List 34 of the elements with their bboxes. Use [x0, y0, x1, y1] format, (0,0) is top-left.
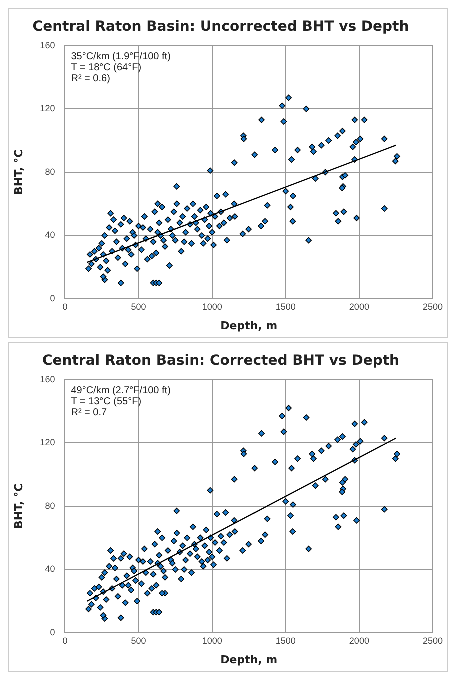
y-tick-label: 80	[45, 500, 56, 511]
y-tick-label: 160	[40, 40, 56, 50]
x-axis-title: Depth, m	[220, 653, 278, 666]
x-tick-label: 1500	[276, 302, 296, 312]
y-tick-label: 0	[50, 627, 56, 638]
x-tick-label: 500	[131, 302, 146, 312]
chart-title: Central Raton Basin: Uncorrected BHT vs Depth	[32, 19, 410, 36]
y-tick-label: 120	[40, 104, 56, 114]
x-tick-label: 1000	[202, 302, 222, 312]
y-tick-label: 80	[45, 166, 56, 177]
x-tick-label: 500	[131, 636, 146, 646]
annotation: T = 18°C (64°F)	[71, 62, 142, 74]
annotation: R² = 0.7	[71, 408, 108, 419]
x-tick-label: 2500	[422, 302, 444, 312]
annotation: 49°C/km (2.7°F/100 ft)	[71, 386, 171, 397]
x-tick-label: 0	[62, 636, 68, 646]
x-tick-label: 1000	[202, 636, 222, 646]
x-tick-label: 2500	[422, 636, 444, 646]
y-tick-label: 40	[45, 564, 56, 574]
annotation: 35°C/km (1.9°F/100 ft)	[71, 52, 171, 63]
x-tick-label: 2000	[349, 636, 370, 646]
y-tick-label: 0	[50, 293, 56, 304]
x-tick-label: 2000	[349, 302, 370, 312]
y-tick-label: 120	[40, 438, 56, 448]
x-tick-label: 0	[62, 302, 68, 312]
y-axis-title: BHT, °C	[12, 484, 26, 529]
y-tick-label: 160	[40, 374, 56, 384]
annotation: T = 13°C (55°F)	[71, 396, 142, 408]
annotation: R² = 0.6)	[71, 74, 110, 85]
x-axis-title: Depth, m	[220, 319, 278, 332]
x-tick-label: 1500	[276, 636, 296, 646]
chart-title: Central Raton Basin: Corrected BHT vs Depth	[42, 353, 400, 370]
y-tick-label: 40	[45, 230, 56, 240]
y-axis-title: BHT, °C	[12, 150, 26, 195]
